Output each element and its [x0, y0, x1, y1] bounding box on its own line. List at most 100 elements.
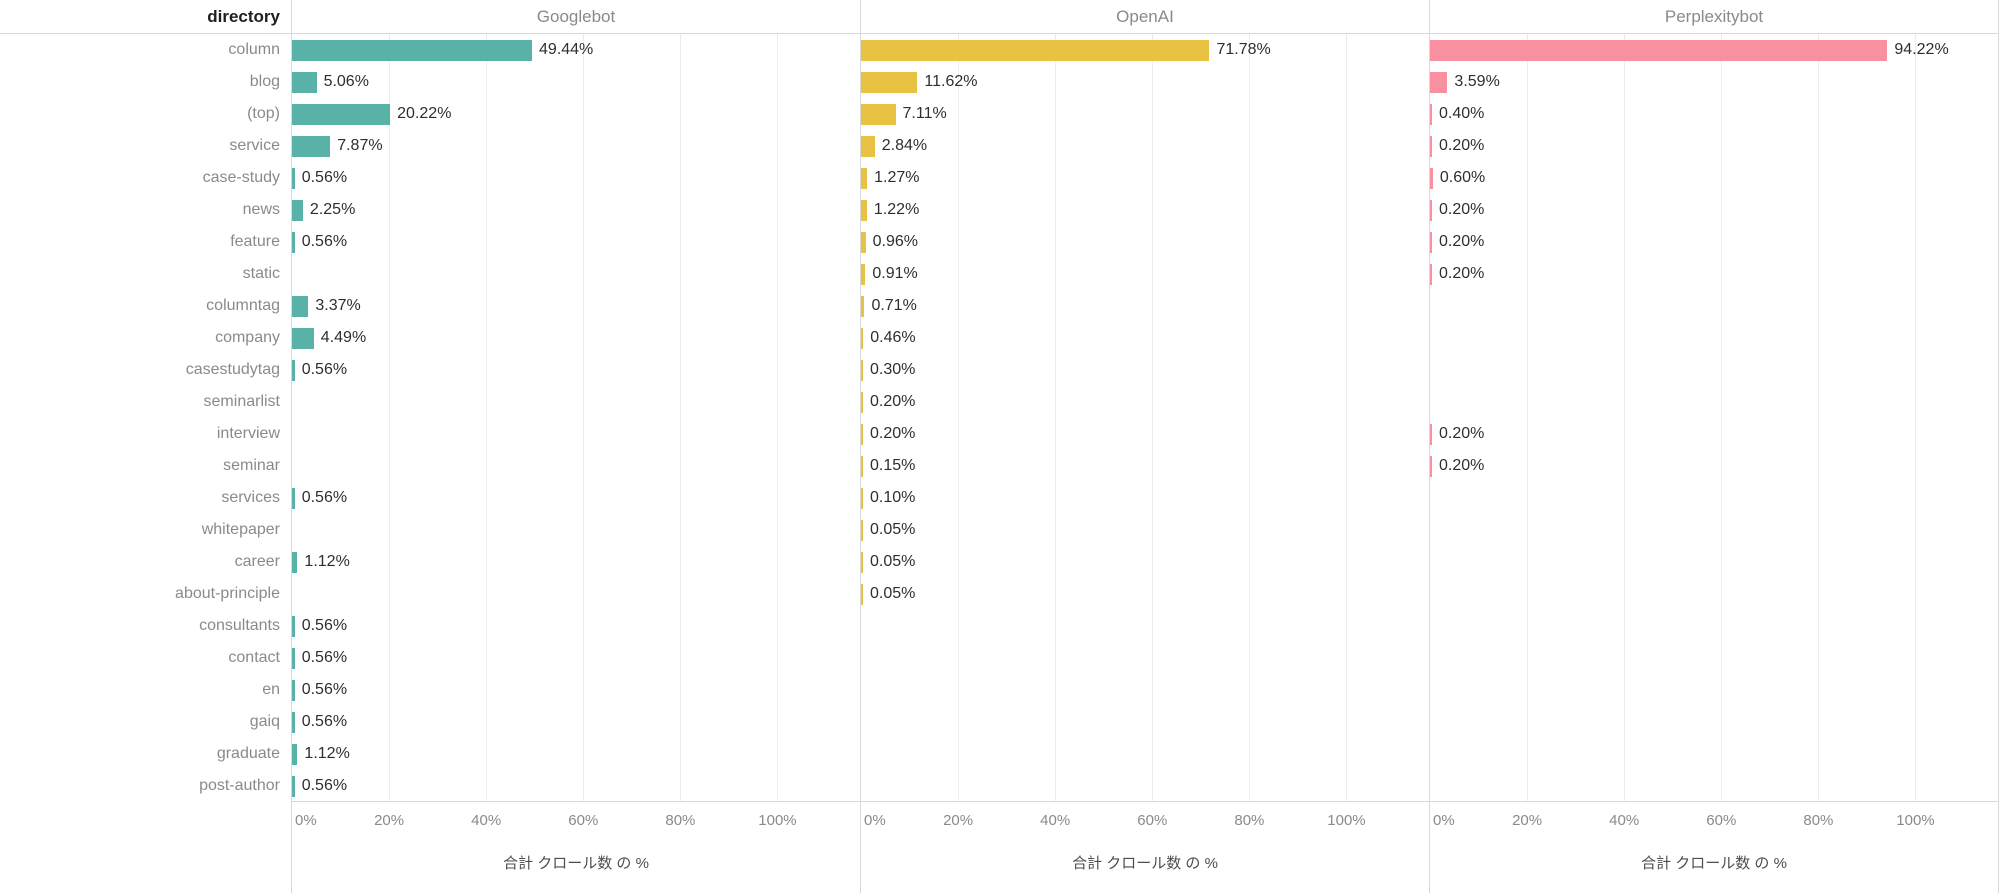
gridline	[1915, 34, 1917, 801]
bar-value-label: 0.56%	[301, 681, 348, 698]
bar-googlebot-feature[interactable]	[292, 231, 295, 253]
bar-row	[861, 706, 1429, 738]
bar-perplexitybot-news[interactable]	[1430, 199, 1432, 221]
bar-perplexitybot-blog[interactable]	[1430, 71, 1448, 93]
panel-title-openai: OpenAI	[860, 0, 1429, 33]
bar-perplexitybot-static[interactable]	[1430, 263, 1432, 285]
gridline	[583, 34, 585, 801]
bar-row: 0.20%	[1430, 418, 1998, 450]
bar-row	[292, 450, 860, 482]
bar-row	[292, 258, 860, 290]
bar-value-label: 2.25%	[309, 201, 356, 218]
bar-perplexitybot--top-[interactable]	[1430, 103, 1432, 125]
row-label-consultants: consultants	[199, 617, 280, 634]
bar-value-label: 1.12%	[304, 745, 350, 762]
bar-openai-news[interactable]	[861, 199, 867, 221]
row-label-seminarlist: seminarlist	[203, 393, 280, 410]
row-label-service: service	[229, 137, 280, 154]
bar-row: 7.11%	[861, 98, 1429, 130]
bar-googlebot-consultants[interactable]	[292, 615, 295, 637]
bar-openai-blog[interactable]	[861, 71, 918, 93]
bar-googlebot-company[interactable]	[292, 327, 314, 349]
bar-googlebot-gaiq[interactable]	[292, 711, 295, 733]
bar-googlebot-column[interactable]	[292, 39, 533, 61]
bar-googlebot-case-study[interactable]	[292, 167, 295, 189]
bar-openai-services[interactable]	[861, 487, 863, 509]
bar-value-label: 0.96%	[872, 233, 919, 250]
bar-openai-career[interactable]	[861, 551, 863, 573]
bar-value-label: 0.56%	[301, 777, 348, 794]
bar-value-label: 0.20%	[1439, 425, 1485, 442]
bar-perplexitybot-column[interactable]	[1430, 39, 1888, 61]
bar-openai-interview[interactable]	[861, 423, 863, 445]
panel-title-text: Googlebot	[536, 6, 616, 26]
bar-row: 0.20%	[1430, 258, 1998, 290]
bar-googlebot-blog[interactable]	[292, 71, 317, 93]
bar-openai-company[interactable]	[861, 327, 864, 349]
bar-perplexitybot-seminar[interactable]	[1430, 455, 1432, 477]
bar-row: 0.30%	[861, 354, 1429, 386]
bar-googlebot-post-author[interactable]	[292, 775, 295, 797]
bar-value-label: 0.46%	[870, 329, 916, 346]
axis-tick-label: 60%	[1706, 812, 1737, 829]
bar-value-label: 20.22%	[397, 105, 452, 122]
bar-openai-whitepaper[interactable]	[861, 519, 863, 541]
bar-perplexitybot-case-study[interactable]	[1430, 167, 1433, 189]
axis-tick-label: 60%	[1137, 812, 1168, 829]
bar-googlebot-graduate[interactable]	[292, 743, 298, 765]
bar-googlebot-career[interactable]	[292, 551, 298, 573]
bar-row: 1.12%	[292, 738, 860, 770]
row-label-static: static	[242, 265, 280, 282]
bar-openai-case-study[interactable]	[861, 167, 868, 189]
bar-googlebot-columntag[interactable]	[292, 295, 309, 317]
gridline	[1818, 34, 1820, 801]
bar-row	[861, 770, 1429, 802]
bar-row: 4.49%	[292, 322, 860, 354]
gridline	[958, 34, 960, 801]
bar-googlebot-service[interactable]	[292, 135, 331, 157]
bar-googlebot-services[interactable]	[292, 487, 295, 509]
bar-row	[861, 642, 1429, 674]
bar-row	[861, 738, 1429, 770]
bar-perplexitybot-feature[interactable]	[1430, 231, 1432, 253]
bar-row	[292, 386, 860, 418]
bar-row	[1430, 322, 1998, 354]
chart-panel-perplexitybot: 94.22% 3.59% 0.40% 0.20% 0.60% 0.20% 0.20% 0.20…	[1429, 34, 1998, 802]
bar-row: 2.84%	[861, 130, 1429, 162]
bar-row: 0.56%	[292, 610, 860, 642]
bar-value-label: 0.20%	[1439, 265, 1485, 282]
bar-googlebot-casestudytag[interactable]	[292, 359, 295, 381]
row-label-columntag: columntag	[206, 297, 280, 314]
bar-openai-feature[interactable]	[861, 231, 866, 253]
axis-tick-label: 20%	[943, 812, 974, 829]
bar-openai-service[interactable]	[861, 135, 875, 157]
bar-perplexitybot-interview[interactable]	[1430, 423, 1432, 445]
row-label-whitepaper: whitepaper	[201, 521, 280, 538]
bar-openai-static[interactable]	[861, 263, 866, 285]
bar-googlebot-en[interactable]	[292, 679, 295, 701]
bar-row: 3.59%	[1430, 66, 1998, 98]
bar-row: 0.20%	[1430, 130, 1998, 162]
bar-row: 0.56%	[292, 482, 860, 514]
bar-openai-seminarlist[interactable]	[861, 391, 863, 413]
bar-value-label: 1.22%	[873, 201, 920, 218]
bar-perplexitybot-service[interactable]	[1430, 135, 1432, 157]
bar-row: 1.22%	[861, 194, 1429, 226]
bar-openai--top-[interactable]	[861, 103, 896, 125]
bar-openai-seminar[interactable]	[861, 455, 863, 477]
axis-tick-label: 0%	[864, 812, 886, 829]
bar-openai-casestudytag[interactable]	[861, 359, 863, 381]
bar-openai-about-principle[interactable]	[861, 583, 863, 605]
bar-value-label: 0.15%	[870, 457, 916, 474]
bar-openai-column[interactable]	[861, 39, 1210, 61]
bar-openai-columntag[interactable]	[861, 295, 865, 317]
bar-row	[1430, 578, 1998, 610]
bar-row: 0.05%	[861, 514, 1429, 546]
bar-googlebot--top-[interactable]	[292, 103, 391, 125]
bar-value-label: 11.62%	[924, 73, 978, 90]
bar-googlebot-contact[interactable]	[292, 647, 295, 669]
bar-value-label: 1.27%	[874, 169, 920, 186]
bar-row	[1430, 738, 1998, 770]
bar-googlebot-news[interactable]	[292, 199, 303, 221]
